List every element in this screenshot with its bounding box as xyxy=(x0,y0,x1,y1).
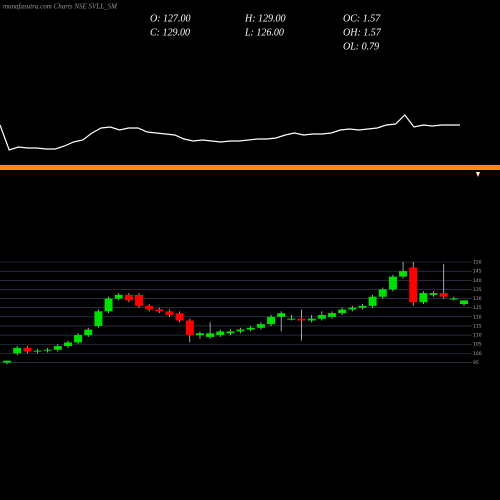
ohlc-label: OH: 1.57 xyxy=(343,27,382,38)
candle-body xyxy=(226,331,235,334)
candle-body xyxy=(429,293,438,295)
candle-body xyxy=(206,333,215,337)
candle-body xyxy=(236,329,245,332)
ohlc-label: O: 127.00 xyxy=(150,13,191,24)
candle-body xyxy=(63,342,72,347)
y-tick-label: 130 xyxy=(473,296,482,302)
candle-body xyxy=(94,311,103,326)
candle-body xyxy=(84,329,93,336)
ohlc-label: L: 126.00 xyxy=(244,27,284,38)
candle-body xyxy=(155,309,164,312)
y-tick-label: 100 xyxy=(473,351,482,357)
candle-body xyxy=(348,307,357,310)
indicator-line xyxy=(0,114,460,151)
y-tick-label: 95 xyxy=(473,360,479,366)
candle-body xyxy=(185,320,194,336)
separator-band xyxy=(0,165,500,170)
candle-body xyxy=(460,300,468,305)
y-tick-label: 125 xyxy=(473,305,482,311)
candle-body xyxy=(419,293,428,303)
candle-body xyxy=(327,313,336,317)
candle-body xyxy=(307,318,316,321)
candle-body xyxy=(267,316,276,325)
candle-body xyxy=(449,298,458,300)
marker xyxy=(476,172,480,177)
candle-body xyxy=(135,294,144,306)
candle-body xyxy=(439,293,448,297)
candle-body xyxy=(399,271,408,277)
candle-body xyxy=(378,289,387,297)
chart-title: munafasutra.com Charts NSE SVLL_SM xyxy=(3,3,118,11)
candle-body xyxy=(13,347,22,354)
candle-body xyxy=(175,313,184,321)
candle-body xyxy=(114,294,123,299)
y-tick-label: 120 xyxy=(473,314,482,320)
candle-body xyxy=(33,350,42,352)
candle-body xyxy=(104,298,113,312)
ohlc-label: C: 129.00 xyxy=(150,27,190,38)
y-tick-label: 110 xyxy=(473,333,482,339)
candle-body xyxy=(74,335,83,343)
y-tick-label: 135 xyxy=(473,287,482,293)
candle-body xyxy=(43,349,52,351)
candle-body xyxy=(165,311,174,315)
candle-body xyxy=(246,327,255,330)
candle-body xyxy=(195,333,204,336)
candle-body xyxy=(23,347,32,352)
y-tick-label: 140 xyxy=(473,278,482,284)
candle-body xyxy=(409,267,418,303)
candle-body xyxy=(358,305,367,308)
ohlc-label: OL: 0.79 xyxy=(343,41,379,52)
ohlc-label: H: 129.00 xyxy=(244,13,286,24)
candle-body xyxy=(216,331,225,336)
ohlc-label: OC: 1.57 xyxy=(343,13,381,24)
y-tick-label: 150 xyxy=(473,260,482,266)
candle-body xyxy=(287,318,296,320)
candle-body xyxy=(317,315,326,319)
candle-body xyxy=(297,318,306,321)
candle-body xyxy=(277,313,286,317)
candle-body xyxy=(388,276,397,290)
candle-body xyxy=(338,309,347,314)
candle-body xyxy=(368,296,377,306)
candle-body xyxy=(256,324,265,328)
candle-body xyxy=(53,346,62,350)
y-tick-label: 105 xyxy=(473,342,482,348)
y-tick-label: 145 xyxy=(473,269,482,275)
candle-body xyxy=(124,294,133,301)
candle-body xyxy=(145,305,154,310)
y-tick-label: 115 xyxy=(473,323,482,329)
candle-body xyxy=(3,360,11,363)
